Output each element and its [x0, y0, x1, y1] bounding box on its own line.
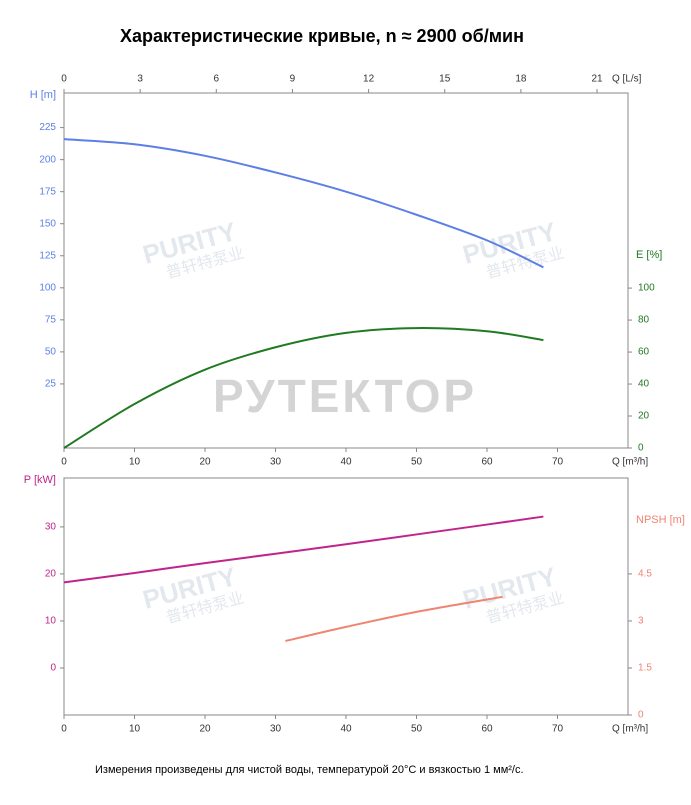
x2-tick-label: 21	[591, 74, 603, 85]
y-tick-label: 25	[45, 379, 57, 390]
y2-tick-label: 20	[638, 411, 650, 422]
y-tick-label: 150	[39, 218, 56, 229]
y2-tick-label: 40	[638, 379, 650, 390]
y-axis-label: P [kW]	[24, 474, 56, 486]
x-tick-label: 40	[340, 457, 352, 468]
series-line	[63, 138, 544, 269]
x-tick-label: 60	[481, 457, 493, 468]
y2-tick-label: 100	[638, 283, 655, 294]
series-line	[63, 515, 544, 584]
x-tick-label: 60	[481, 724, 493, 735]
y-tick-label: 225	[39, 122, 56, 133]
y-tick-label: 30	[45, 522, 57, 533]
y-tick-label: 50	[45, 347, 57, 358]
y-tick-label: 200	[39, 154, 56, 165]
x-tick-label: 40	[340, 724, 352, 735]
y-axis-label: H [m]	[30, 89, 56, 101]
x-tick-label: 30	[270, 457, 282, 468]
x-tick-label: 0	[61, 457, 67, 468]
watermark: РУТЕКТОР	[213, 370, 477, 422]
y2-tick-label: 0	[638, 710, 644, 721]
y-tick-label: 100	[39, 282, 56, 293]
x2-tick-label: 0	[61, 74, 67, 85]
x2-axis-label: Q [L/s]	[612, 74, 642, 85]
y-tick-label: 10	[45, 616, 57, 627]
x-axis-label: Q [m³/h]	[612, 457, 648, 468]
footnote: Измерения произведены для чистой воды, т…	[95, 764, 524, 776]
x-tick-label: 70	[552, 457, 564, 468]
x-tick-label: 10	[129, 724, 141, 735]
y-tick-label: 175	[39, 186, 56, 197]
x-tick-label: 50	[411, 457, 423, 468]
x2-tick-label: 9	[290, 74, 296, 85]
x-axis-label: Q [m³/h]	[612, 724, 648, 735]
y2-tick-label: 3	[638, 616, 644, 627]
series-line	[63, 327, 544, 449]
y2-tick-label: 0	[638, 443, 644, 454]
x-tick-label: 20	[199, 724, 211, 735]
y2-axis-label: E [%]	[636, 249, 662, 261]
series-line	[285, 595, 503, 642]
y-tick-label: 20	[45, 569, 57, 580]
x-tick-label: 50	[411, 724, 423, 735]
x-tick-label: 0	[61, 724, 67, 735]
y-tick-label: 0	[50, 663, 56, 674]
x-tick-label: 10	[129, 457, 141, 468]
x2-tick-label: 6	[214, 74, 220, 85]
x-tick-label: 70	[552, 724, 564, 735]
x2-tick-label: 12	[363, 74, 375, 85]
x-tick-label: 20	[199, 457, 211, 468]
y-tick-label: 75	[45, 314, 57, 325]
x2-tick-label: 15	[439, 74, 451, 85]
y-tick-label: 125	[39, 250, 56, 261]
x-tick-label: 30	[270, 724, 282, 735]
y2-axis-label: NPSH [m]	[636, 514, 685, 526]
y2-tick-label: 1.5	[638, 663, 652, 674]
x2-tick-label: 3	[137, 74, 143, 85]
y2-tick-label: 80	[638, 315, 650, 326]
y2-tick-label: 60	[638, 347, 650, 358]
y2-tick-label: 4.5	[638, 569, 652, 580]
chart-title: Характеристические кривые, n ≈ 2900 об/м…	[120, 26, 524, 46]
x2-tick-label: 18	[515, 74, 527, 85]
